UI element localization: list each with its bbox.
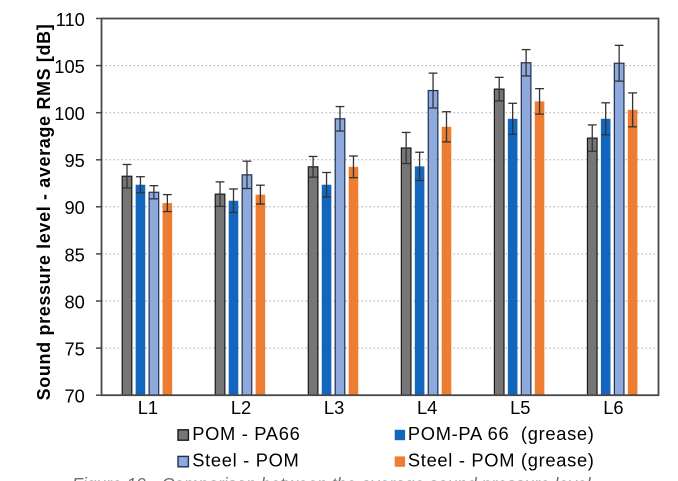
svg-text:POM - PA66: POM - PA66: [192, 423, 300, 444]
svg-text:105: 105: [54, 56, 85, 77]
svg-text:L3: L3: [324, 397, 344, 418]
svg-text:85: 85: [64, 244, 84, 265]
svg-text:L2: L2: [231, 397, 251, 418]
svg-text:L6: L6: [603, 397, 623, 418]
svg-text:95: 95: [64, 150, 84, 171]
svg-text:Steel - POM (grease): Steel - POM (grease): [408, 450, 595, 471]
svg-text:L5: L5: [510, 397, 530, 418]
svg-text:L1: L1: [138, 397, 158, 418]
svg-text:70: 70: [64, 386, 84, 407]
svg-text:Steel - POM: Steel - POM: [192, 450, 299, 471]
svg-text:POM-PA 66 (grease): POM-PA 66 (grease): [408, 423, 595, 444]
svg-text:100: 100: [54, 103, 85, 124]
svg-text:90: 90: [64, 197, 84, 218]
svg-text:80: 80: [64, 291, 84, 312]
svg-text:Figure 19 - Comparison between: Figure 19 - Comparison between the avera…: [72, 474, 592, 481]
svg-text:110: 110: [56, 9, 85, 30]
svg-text:L4: L4: [417, 397, 437, 418]
svg-text:Sound pressure level - average: Sound pressure level - average RMS [dB]: [34, 24, 54, 401]
svg-text:75: 75: [64, 339, 84, 360]
